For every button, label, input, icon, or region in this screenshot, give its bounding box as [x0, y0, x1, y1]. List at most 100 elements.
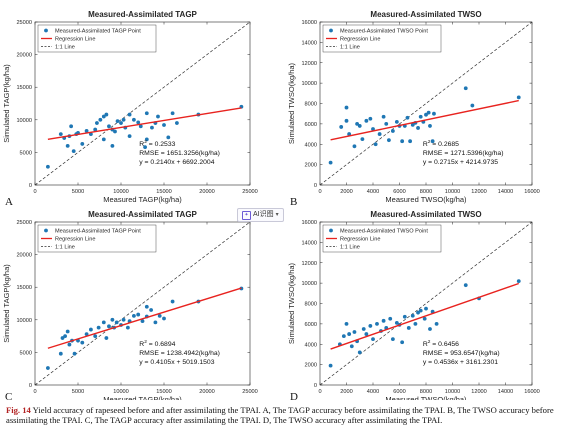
data-point — [410, 313, 415, 318]
x-tick-label: 10000 — [445, 389, 461, 395]
legend-label-regression: Regression Line — [55, 37, 95, 43]
legend-box — [37, 24, 157, 53]
y-tick-label: 6000 — [305, 322, 317, 328]
data-point — [349, 344, 354, 349]
rmse-text: RMSE = 1271.5396(kg/ha) — [423, 150, 504, 157]
data-point — [132, 313, 136, 318]
data-point — [80, 340, 85, 345]
data-point — [347, 332, 352, 336]
data-point — [344, 105, 349, 110]
legend-label-one-to-one: 1:1 Line — [340, 45, 360, 51]
data-point — [381, 318, 386, 323]
data-point — [153, 320, 158, 325]
panel-title: Measured-Assimilated TWSO — [370, 10, 481, 19]
figure-panels: 0 5000 10000 15000 20000 25000050001000015000… — [2, 10, 540, 400]
data-point — [394, 119, 399, 124]
panel-title: Measured-Assimilated TAGP — [88, 10, 197, 19]
data-point — [104, 112, 109, 117]
panel-letter-d: D — [290, 391, 298, 400]
data-point — [352, 330, 357, 334]
x-tick-label: 2000 — [340, 389, 352, 395]
data-point — [364, 332, 369, 336]
x-tick-label: 25000 — [242, 189, 258, 195]
legend-label-points: Measured-Assimilated TWSO Point — [340, 29, 428, 35]
y-tick-label: 25000 — [16, 220, 32, 226]
x-tick-label: 4000 — [367, 189, 379, 195]
x-tick-label: 10000 — [445, 189, 461, 195]
data-point — [357, 124, 362, 128]
data-point — [110, 143, 115, 148]
data-point — [368, 324, 373, 328]
data-point — [46, 164, 50, 169]
y-tick-label: 16000 — [301, 220, 317, 226]
data-point — [424, 306, 428, 311]
legend-label-one-to-one: 1:1 Line — [55, 45, 75, 51]
x-tick-label: 8000 — [420, 389, 432, 395]
regression-line — [330, 282, 519, 350]
data-point — [132, 117, 136, 122]
y-axis-label: Simulated TWSO(kg/ha) — [287, 62, 296, 144]
data-point — [418, 308, 423, 313]
data-point — [58, 132, 63, 137]
data-point — [89, 327, 93, 332]
x-tick-label: 15000 — [156, 389, 172, 395]
data-point — [144, 111, 149, 116]
data-point — [339, 125, 344, 129]
one-to-one-line — [320, 222, 532, 385]
data-point — [71, 149, 76, 153]
y-tick-label: 12000 — [301, 261, 317, 267]
data-point — [65, 143, 70, 148]
data-point — [58, 351, 63, 356]
y-tick-label: 25000 — [16, 20, 32, 26]
data-point — [341, 334, 346, 338]
data-point — [110, 317, 115, 322]
data-point — [156, 114, 160, 119]
data-point — [95, 121, 99, 125]
y-tick-label: 6000 — [305, 122, 317, 128]
data-point — [516, 279, 521, 283]
panel-letter-c: C — [5, 391, 12, 400]
y-tick-label: 10000 — [16, 118, 32, 124]
data-point — [357, 350, 362, 355]
y-tick-label: 5000 — [20, 350, 32, 356]
data-point — [93, 127, 98, 132]
rmse-text: RMSE = 1238.4942(kg/ha) — [139, 350, 220, 357]
data-point — [416, 310, 420, 315]
rmse-text: RMSE = 953.6547(kg/ha) — [423, 350, 500, 357]
data-point — [101, 320, 106, 325]
figure-label: Fig. 14 — [6, 405, 31, 415]
data-point — [63, 334, 67, 338]
data-point — [166, 135, 171, 140]
data-point — [377, 132, 382, 136]
y-tick-label: 2000 — [305, 363, 317, 369]
y-tick-label: 4000 — [305, 342, 317, 348]
y-tick-label: 0 — [29, 183, 32, 189]
legend-label-regression: Regression Line — [340, 37, 380, 43]
legend-label-one-to-one: 1:1 Line — [340, 245, 360, 251]
data-point — [84, 128, 89, 133]
data-point — [157, 313, 162, 318]
data-point — [344, 321, 349, 326]
x-tick-label: 0 — [318, 189, 321, 195]
data-point — [46, 366, 50, 370]
x-tick-label: 14000 — [498, 189, 514, 195]
y-tick-label: 10000 — [301, 281, 317, 287]
data-point — [96, 325, 101, 330]
x-axis-label: Measured TAGP(kg/ha) — [103, 395, 182, 400]
r-squared-text: R2 = 0.6894 — [139, 339, 175, 348]
data-point — [328, 160, 333, 165]
data-point — [80, 142, 85, 146]
ai-image-recognition-button[interactable]: ✦ AI识图 ▾ — [237, 208, 284, 222]
scatter-panel-d: 0 2000 4000 6000 8000 10000 12000 14000 16000 0 20… — [287, 210, 540, 400]
data-point — [127, 134, 132, 139]
figure-caption: Fig. 14 Yield accuracy of rapeseed befor… — [6, 405, 562, 426]
data-point — [361, 327, 366, 331]
data-point — [89, 132, 93, 137]
x-tick-label: 20000 — [199, 189, 215, 195]
data-point — [410, 122, 415, 127]
data-point — [65, 329, 70, 334]
x-tick-label: 12000 — [471, 389, 487, 395]
x-tick-label: 16000 — [524, 389, 540, 395]
data-point — [127, 112, 132, 117]
regression-line — [47, 107, 242, 140]
